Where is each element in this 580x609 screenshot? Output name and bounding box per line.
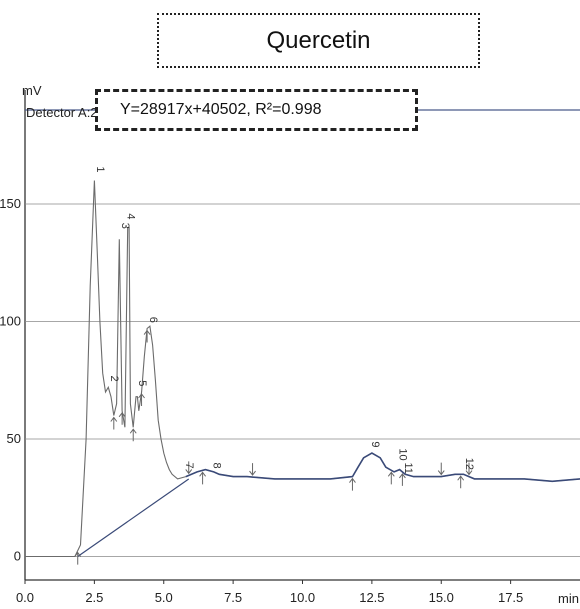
x-tick-label: 5.0 (155, 590, 173, 605)
integration-arrow (199, 471, 206, 485)
x-tick-label: 10.0 (290, 590, 315, 605)
y-tick-label: 50 (7, 431, 21, 446)
integration-arrow (349, 477, 356, 491)
x-tick-label: 0.0 (16, 590, 34, 605)
x-tick-label: 2.5 (85, 590, 103, 605)
integration-arrow (129, 428, 137, 442)
y-axis-unit-label: mV (22, 83, 42, 98)
integration-arrow (457, 475, 465, 489)
integration-arrow (138, 393, 145, 406)
integration-arrow (110, 416, 118, 430)
peak-label: 10 (397, 448, 409, 460)
peak-label: 1 (94, 166, 106, 172)
integration-markers (74, 329, 473, 565)
y-tick-label: 100 (0, 314, 21, 329)
integration-arrow (465, 462, 473, 476)
chart-title: Quercetin (157, 13, 480, 68)
integration-arrow (118, 411, 126, 425)
x-tick-label: 15.0 (429, 590, 454, 605)
integration-arrow (387, 471, 395, 485)
integration-arrow (437, 462, 445, 476)
chart-axes (24, 90, 580, 584)
peak-label: 5 (136, 380, 148, 386)
integration-arrow (399, 473, 406, 486)
chromatogram-series (25, 180, 580, 558)
peak-label: 6 (147, 317, 159, 323)
integration-arrow (185, 461, 193, 475)
peak-label: 11 (402, 463, 414, 474)
peak-label: 3 (119, 223, 131, 229)
peak-label: 9 (369, 441, 381, 447)
integration-arrow (249, 463, 256, 476)
axis-tick-labels: 0 50 100 150 0.0 2.5 5.0 7.5 10.0 12.5 15.0 17.5 (0, 196, 523, 605)
peak-label: 4 (125, 213, 137, 219)
x-tick-label: 7.5 (224, 590, 242, 605)
peak-label: 12 (463, 458, 475, 470)
peak-label: 2 (108, 376, 120, 382)
series-line (25, 180, 580, 558)
y-tick-label: 150 (0, 196, 21, 211)
series-line-tail (185, 452, 580, 483)
x-axis-unit-label: min (558, 591, 579, 606)
integration-baseline (77, 478, 190, 557)
y-tick-label: 0 (14, 549, 21, 564)
x-tick-label: 12.5 (359, 590, 384, 605)
regression-equation: Y=28917x+40502, R²=0.998 (95, 89, 418, 131)
x-tick-label: 17.5 (498, 590, 523, 605)
integration-arrow (74, 551, 82, 565)
peak-label: 7 (183, 463, 195, 469)
baseline-segment (77, 478, 190, 557)
peak-label: 8 (211, 463, 223, 469)
integration-arrow (143, 329, 151, 343)
